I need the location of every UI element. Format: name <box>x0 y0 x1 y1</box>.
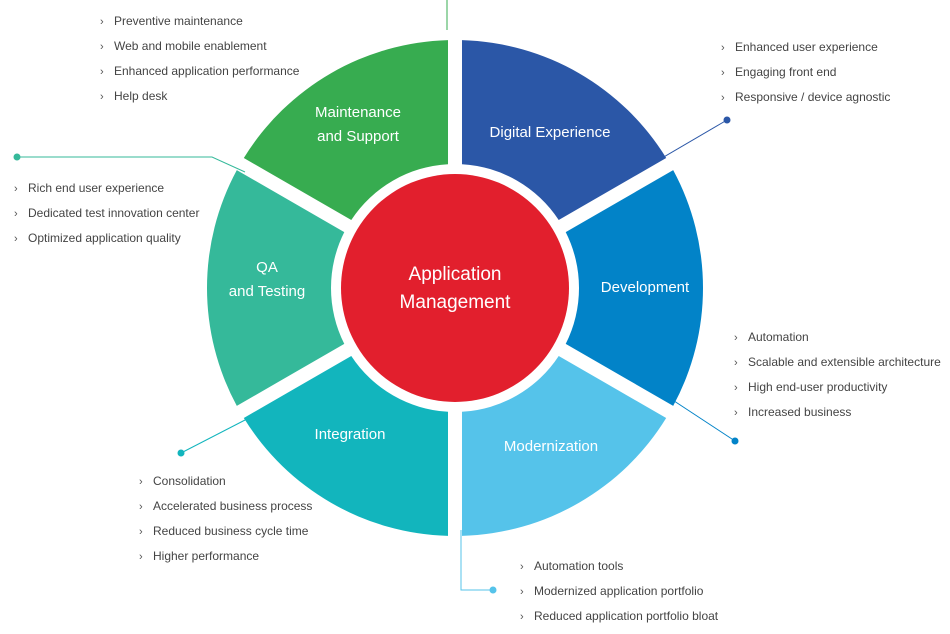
list-item: › Higher performance <box>139 549 260 563</box>
segment-maintenance-and-support <box>243 40 449 221</box>
chevron-right-icon: › <box>734 407 738 419</box>
list-item: › Automation tools <box>520 559 624 573</box>
connector-qa-and-testing-dot <box>13 153 21 161</box>
list-item: › Reduced application portfolio bloat <box>520 609 719 623</box>
chevron-right-icon: › <box>14 233 18 245</box>
segment-qa-and-testing <box>206 170 345 406</box>
segment-label-development: Development <box>601 279 690 296</box>
segment-label-modernization: Modernization <box>504 438 598 455</box>
list-item: › Rich end user experience <box>14 181 165 195</box>
segment-label-integration: Integration <box>315 426 386 443</box>
list-item: › Web and mobile enablement <box>100 39 267 53</box>
center-circle <box>341 174 569 402</box>
wheel-segments <box>206 40 703 536</box>
center-title-line2: Management <box>400 292 512 313</box>
modernization-bullet-list: › Automation tools › Modernized applicatio… <box>520 559 718 634</box>
segment-integration <box>243 355 449 536</box>
connector-integration <box>180 418 248 454</box>
segment-label-qa-line2: and Testing <box>229 283 305 300</box>
list-item: › Reduced business cycle time <box>139 524 309 538</box>
connector-integration-dot <box>177 449 185 457</box>
chevron-right-icon: › <box>139 526 143 538</box>
chevron-right-icon: › <box>734 357 738 369</box>
list-item: › Enhanced user experience <box>721 40 878 54</box>
chevron-right-icon: › <box>14 183 18 195</box>
connector-qa-and-testing <box>17 156 246 173</box>
chevron-right-icon: › <box>139 551 143 563</box>
segment-label-maintenance-line2: and Support <box>317 128 400 145</box>
chevron-right-icon: › <box>520 561 524 573</box>
segment-label-maintenance-line1: Maintenance <box>315 104 401 121</box>
list-item: › Optimized application quality <box>14 231 181 245</box>
digital-experience-bullet-list: › Enhanced user experience › Engaging fron… <box>721 40 890 115</box>
list-item: › Modernized application portfolio <box>520 584 704 598</box>
chevron-right-icon: › <box>139 501 143 513</box>
segment-digital-experience <box>461 40 667 221</box>
list-item: › Increased business <box>734 405 852 419</box>
chevron-right-icon: › <box>100 66 104 78</box>
connector-modernization <box>460 530 493 591</box>
chevron-right-icon: › <box>100 91 104 103</box>
chevron-right-icon: › <box>14 208 18 220</box>
list-item: › Automation <box>734 330 809 344</box>
chevron-right-icon: › <box>100 16 104 28</box>
list-item: › Dedicated test innovation center <box>14 206 200 220</box>
list-item: › High end-user productivity <box>734 380 888 394</box>
connector-digital-experience-dot <box>723 116 731 124</box>
list-item: › Scalable and extensible architecture <box>734 355 941 369</box>
chevron-right-icon: › <box>734 332 738 344</box>
list-item: › Engaging front end <box>721 65 837 79</box>
qa-bullet-list: › Rich end user experience › Dedicated tes… <box>14 181 199 256</box>
chevron-right-icon: › <box>734 382 738 394</box>
development-bullet-list: › Automation › Scalable and extensible arc… <box>734 330 941 430</box>
list-item: › Accelerated business process <box>139 499 313 513</box>
center-title-line1: Application <box>409 264 502 285</box>
chevron-right-icon: › <box>100 41 104 53</box>
segment-label-digital-experience: Digital Experience <box>490 124 611 141</box>
maintenance-bullet-list: › Preventive maintenance › Web and mobile … <box>100 14 299 114</box>
chevron-right-icon: › <box>139 476 143 488</box>
chevron-right-icon: › <box>520 611 524 623</box>
list-item: › Preventive maintenance <box>100 14 243 28</box>
connector-development-dot <box>731 437 739 445</box>
chevron-right-icon: › <box>721 42 725 54</box>
list-item: › Help desk <box>100 89 168 103</box>
list-item: › Responsive / device agnostic <box>721 90 891 104</box>
segment-label-qa-line1: QA <box>256 259 278 276</box>
segment-modernization <box>461 355 667 536</box>
connectors <box>13 0 739 594</box>
center-hub: Application Management <box>341 174 569 402</box>
chevron-right-icon: › <box>721 67 725 79</box>
connector-development <box>664 394 736 442</box>
segment-labels: Digital Experience Development Moderniza… <box>229 104 690 455</box>
integration-bullet-list: › Consolidation › Accelerated business pro… <box>139 474 312 574</box>
list-item: › Enhanced application performance <box>100 64 300 78</box>
chevron-right-icon: › <box>520 586 524 598</box>
list-item: › Consolidation <box>139 474 226 488</box>
segment-development <box>565 170 703 406</box>
connector-modernization-dot <box>489 586 497 594</box>
chevron-right-icon: › <box>721 92 725 104</box>
